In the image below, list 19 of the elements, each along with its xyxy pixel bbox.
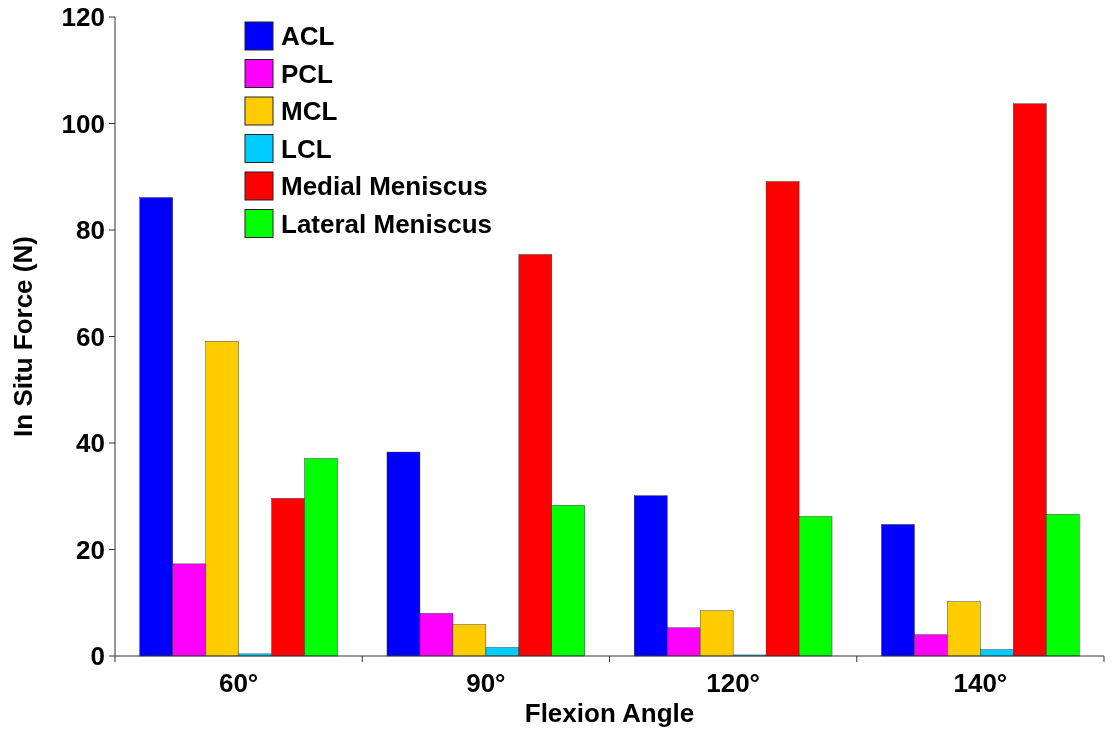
- legend-label: ACL: [281, 21, 335, 52]
- x-tick-label: 120°: [706, 668, 761, 698]
- legend-label: Medial Meniscus: [281, 171, 488, 202]
- y-axis-title: In Situ Force (N): [8, 236, 38, 437]
- x-tick-label: 60°: [218, 668, 259, 698]
- y-tick-label: 20: [76, 534, 105, 565]
- y-tick-label: 40: [76, 428, 105, 459]
- legend-label: Lateral Meniscus: [281, 208, 492, 239]
- y-tick-label: 120: [61, 2, 105, 33]
- legend-label: PCL: [281, 58, 334, 89]
- x-tick-label: 140°: [953, 668, 1008, 698]
- y-tick-label: 80: [76, 215, 105, 246]
- x-axis-title: Flexion Angle: [524, 698, 695, 728]
- y-tick-label: 60: [76, 321, 105, 352]
- legend-label: MCL: [281, 96, 338, 127]
- y-tick-label: 100: [61, 108, 105, 139]
- y-tick-label: 0: [90, 641, 105, 672]
- legend-label: LCL: [281, 133, 332, 164]
- x-tick-label: 90°: [466, 668, 506, 698]
